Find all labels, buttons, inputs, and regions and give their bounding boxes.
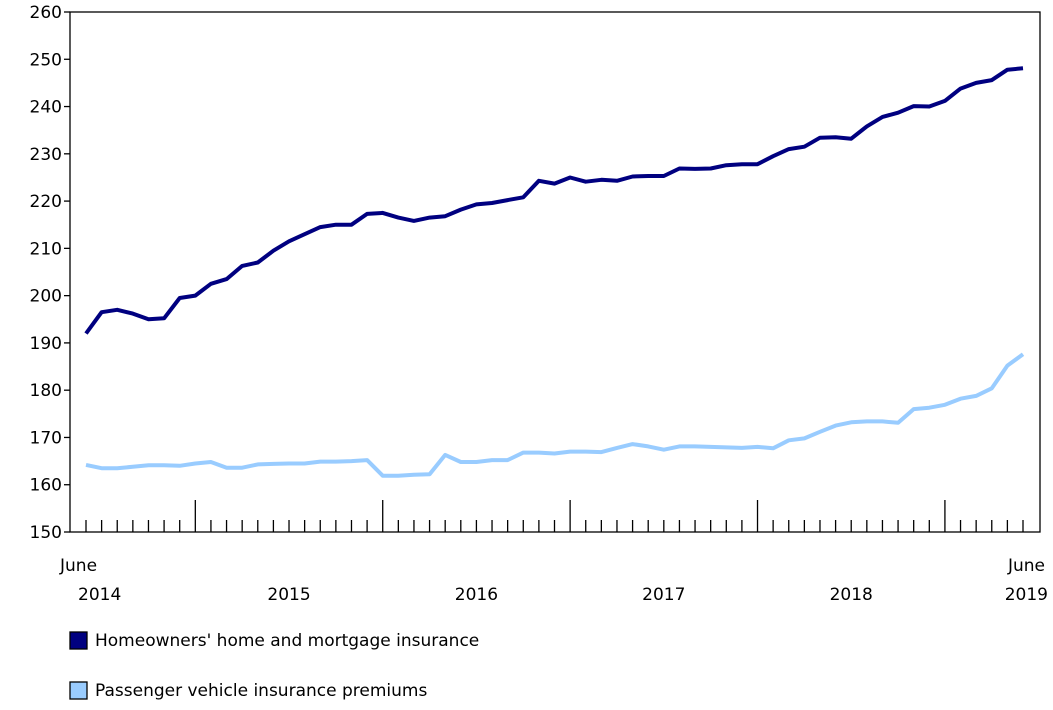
- x-year-label: 2016: [455, 585, 498, 605]
- y-tick-label: 190: [30, 334, 62, 354]
- legend-swatch: [69, 681, 88, 700]
- x-tick-label: June: [59, 556, 97, 576]
- y-tick-label: 200: [30, 287, 62, 307]
- y-tick-label: 210: [30, 239, 62, 259]
- series-line: [85, 352, 1025, 478]
- y-tick-label: 260: [30, 3, 62, 23]
- y-tick-label: 240: [30, 98, 62, 118]
- y-tick-label: 150: [30, 523, 62, 543]
- y-tick-label: 170: [30, 428, 62, 448]
- x-year-label: 2015: [267, 585, 310, 605]
- y-tick-label: 220: [30, 192, 62, 212]
- x-year-label: 2014: [78, 585, 121, 605]
- y-tick-label: 230: [30, 145, 62, 165]
- x-year-label: 2019: [1005, 585, 1048, 605]
- legend-label: Passenger vehicle insurance premiums: [95, 681, 427, 701]
- x-year-label: 2018: [830, 585, 873, 605]
- series-line: [84, 66, 1024, 335]
- legend-label: Homeowners' home and mortgage insurance: [95, 631, 479, 651]
- x-year-label: 2017: [642, 585, 685, 605]
- y-tick-label: 250: [30, 50, 62, 70]
- x-tick-label: June: [1007, 556, 1045, 576]
- legend-swatch: [69, 631, 88, 650]
- y-tick-label: 160: [30, 476, 62, 496]
- y-tick-label: 180: [30, 381, 62, 401]
